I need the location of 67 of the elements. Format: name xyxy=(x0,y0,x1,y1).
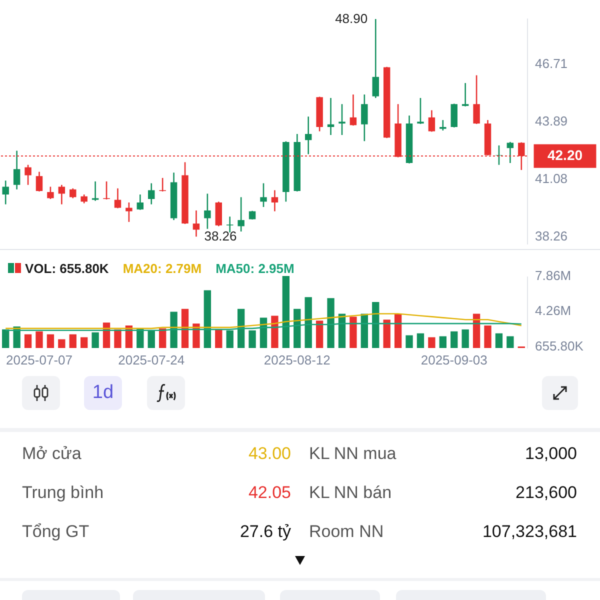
candlestick xyxy=(159,177,166,192)
y-tick-label: 46.71 xyxy=(535,56,568,71)
candlestick xyxy=(24,164,32,186)
candlestick xyxy=(36,171,43,192)
text: Trung bình xyxy=(22,483,104,503)
line-series xyxy=(4,313,522,330)
text: Mở cửa xyxy=(22,444,82,464)
candlestick xyxy=(417,97,424,125)
candlestick xyxy=(260,182,267,208)
candlestick xyxy=(215,201,222,227)
candlestick xyxy=(136,194,144,210)
text: 43.00 xyxy=(248,444,291,464)
text: Room NN xyxy=(309,522,384,542)
ref-line-label: 42.20 xyxy=(547,147,583,164)
candlestick xyxy=(327,97,334,136)
x-tick-label: 2025-09-03 xyxy=(420,352,488,368)
candlestick xyxy=(338,103,346,136)
text: KL NN bán xyxy=(309,483,392,503)
candlestick xyxy=(204,193,211,230)
y-tick-label: 41.08 xyxy=(535,170,568,186)
line-series xyxy=(4,322,522,332)
x-tick-label: 2025-07-07 xyxy=(6,352,72,368)
candlestick xyxy=(440,119,446,132)
text: MA20: 2.79M xyxy=(122,261,202,276)
candlestick xyxy=(496,144,502,166)
text: MA50: 2.95M xyxy=(216,261,294,276)
annotation: 38.26 xyxy=(204,228,237,244)
candlestick xyxy=(350,94,357,126)
candlestick xyxy=(47,186,54,200)
y-tick-label: 655.80K xyxy=(535,338,584,354)
candlestick xyxy=(126,202,132,223)
text: 1d xyxy=(92,382,114,404)
candlestick xyxy=(92,180,99,202)
y-tick-label: 43.89 xyxy=(535,113,568,128)
candlestick xyxy=(70,188,76,199)
candlestick xyxy=(226,216,234,233)
y-tick-label: 7.86M xyxy=(535,268,572,283)
text: 107,323,681 xyxy=(482,522,577,542)
candlestick xyxy=(192,210,200,238)
candlestick xyxy=(304,116,312,155)
candlestick xyxy=(13,150,20,190)
candlestick xyxy=(462,82,469,108)
candlestick xyxy=(103,180,110,200)
candlestick xyxy=(473,74,480,125)
candlestick xyxy=(506,141,514,164)
candlestick xyxy=(428,110,436,132)
text: KL NN mua xyxy=(309,444,396,464)
y-tick-label: 38.26 xyxy=(535,228,568,244)
candlestick xyxy=(271,190,278,212)
text: 13,000 xyxy=(525,444,577,464)
x-tick-label: 2025-08-12 xyxy=(264,352,330,368)
text: 213,600 xyxy=(516,483,577,503)
candlestick xyxy=(372,18,379,99)
candlestick xyxy=(361,94,368,142)
text: Tổng GT xyxy=(22,522,90,542)
legend-label: VOL: 655.80K xyxy=(25,261,109,276)
text: 42.05 xyxy=(248,483,291,503)
candlestick xyxy=(148,182,155,205)
y-tick-label: 4.26M xyxy=(535,303,572,318)
candlestick xyxy=(58,184,66,205)
candlestick xyxy=(238,196,244,232)
candlestick xyxy=(450,103,458,128)
text: 27.6 tỷ xyxy=(240,522,291,542)
candlestick xyxy=(2,180,9,205)
candlestick xyxy=(114,188,122,209)
x-tick-label: 2025-07-24 xyxy=(118,352,185,368)
annotation: 48.90 xyxy=(335,11,368,26)
